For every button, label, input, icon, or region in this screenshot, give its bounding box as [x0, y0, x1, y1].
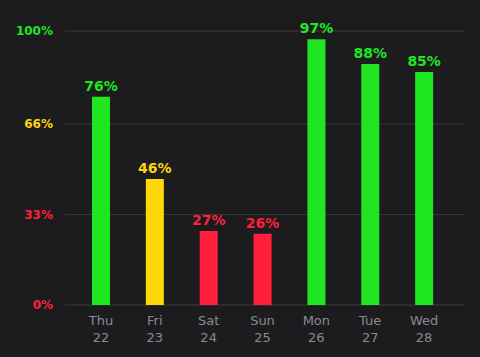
svg-text:Tue27: Tue27: [358, 313, 381, 345]
svg-text:33%: 33%: [24, 208, 53, 222]
svg-text:27%: 27%: [192, 212, 226, 228]
svg-text:Thu22: Thu22: [88, 313, 113, 345]
svg-text:88%: 88%: [354, 45, 388, 61]
svg-text:85%: 85%: [407, 53, 441, 69]
svg-text:100%: 100%: [16, 24, 53, 38]
svg-text:66%: 66%: [24, 117, 53, 131]
svg-text:97%: 97%: [300, 20, 334, 36]
svg-text:Mon26: Mon26: [303, 313, 330, 345]
svg-text:0%: 0%: [33, 298, 53, 312]
svg-text:Sun25: Sun25: [250, 313, 275, 345]
svg-text:26%: 26%: [246, 215, 280, 231]
svg-text:Sat24: Sat24: [198, 313, 219, 345]
svg-text:Fri23: Fri23: [147, 313, 164, 345]
svg-text:46%: 46%: [138, 160, 172, 176]
svg-text:76%: 76%: [84, 78, 118, 94]
svg-text:Wed28: Wed28: [410, 313, 438, 345]
